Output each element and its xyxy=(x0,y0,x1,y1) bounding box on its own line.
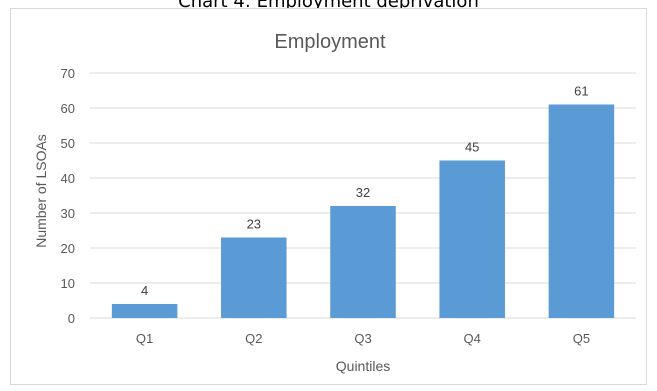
data-label-q3: 32 xyxy=(356,185,370,200)
x-axis-ticks: Q1 Q2 Q3 Q4 Q5 xyxy=(136,331,590,346)
chart-frame xyxy=(10,8,647,385)
data-label-q1: 4 xyxy=(141,283,148,298)
y-tick-label: 50 xyxy=(61,136,75,151)
y-tick-label: 40 xyxy=(61,171,75,186)
y-axis-ticks: 0 10 20 30 40 50 60 70 xyxy=(61,66,75,326)
bar-q1 xyxy=(111,304,178,318)
data-label-q4: 45 xyxy=(465,140,479,155)
bar-q5 xyxy=(548,104,615,318)
data-label-q2: 23 xyxy=(247,217,261,232)
y-tick-label: 60 xyxy=(61,101,75,116)
y-tick-label: 30 xyxy=(61,206,75,221)
y-tick-label: 10 xyxy=(61,276,75,291)
chart-title: Employment xyxy=(274,31,386,53)
y-tick-label: 0 xyxy=(68,311,75,326)
bar-q4 xyxy=(439,160,505,318)
data-labels: 4 23 32 45 61 xyxy=(141,84,589,299)
x-tick-label-q4: Q4 xyxy=(464,331,481,346)
x-tick-label-q1: Q1 xyxy=(136,331,153,346)
bar-q2 xyxy=(221,237,287,318)
x-tick-label-q3: Q3 xyxy=(354,331,371,346)
x-tick-label-q5: Q5 xyxy=(573,331,590,346)
bar-q3 xyxy=(330,206,396,318)
x-axis-title: Quintiles xyxy=(336,358,390,374)
y-tick-label: 70 xyxy=(61,66,75,81)
x-tick-label-q2: Q2 xyxy=(245,331,262,346)
y-axis-title: Number of LSOAs xyxy=(33,134,49,248)
data-label-q5: 61 xyxy=(574,84,588,99)
y-tick-label: 20 xyxy=(61,241,75,256)
bars xyxy=(111,104,615,318)
